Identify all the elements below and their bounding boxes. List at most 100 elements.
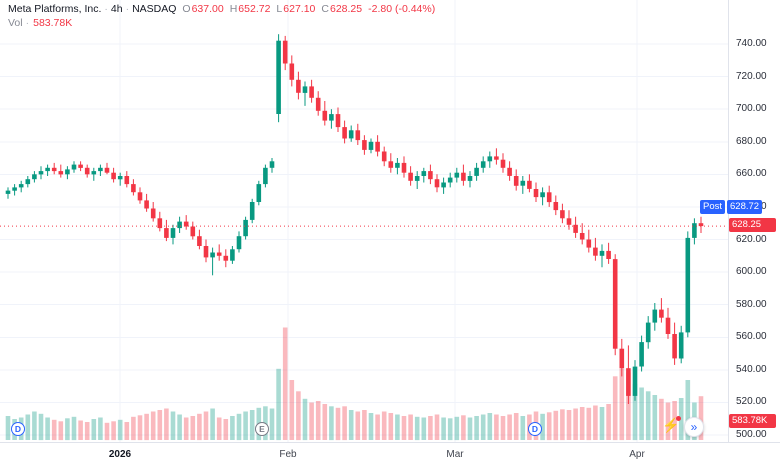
candle-body[interactable] (309, 86, 314, 98)
candle-body[interactable] (447, 177, 453, 183)
candlestick-chart[interactable] (0, 0, 728, 442)
candle-body[interactable] (32, 174, 37, 180)
candle-body[interactable] (243, 219, 248, 237)
candle-body[interactable] (183, 221, 189, 227)
candle-body[interactable] (494, 156, 499, 160)
candle-body[interactable] (131, 184, 136, 193)
candle-body[interactable] (276, 40, 281, 115)
candle-body[interactable] (150, 208, 156, 219)
candle-body[interactable] (170, 228, 176, 238)
candle-body[interactable] (38, 171, 44, 175)
time-axis[interactable]: 2026 Feb Mar Apr (0, 442, 780, 470)
candle-body[interactable] (507, 167, 512, 176)
candle-body[interactable] (467, 176, 473, 181)
candle-body[interactable] (606, 250, 611, 259)
candle-body[interactable] (566, 218, 572, 225)
candle-body[interactable] (18, 184, 24, 188)
candle-body[interactable] (58, 171, 64, 175)
candle-body[interactable] (645, 322, 651, 343)
candle-body[interactable] (513, 176, 519, 186)
candle-body[interactable] (560, 210, 565, 219)
candle-body[interactable] (157, 218, 163, 229)
candle-body[interactable] (282, 40, 288, 64)
event-marker-d[interactable]: D (528, 422, 542, 436)
candle-body[interactable] (626, 368, 631, 396)
candle-body[interactable] (659, 309, 664, 318)
candle-body[interactable] (375, 141, 380, 152)
candle-body[interactable] (348, 130, 354, 139)
candle-body[interactable] (177, 221, 182, 229)
event-marker-e[interactable]: E (255, 422, 269, 436)
candle-body[interactable] (12, 187, 17, 191)
candle-body[interactable] (388, 161, 394, 168)
candle-body[interactable] (51, 167, 57, 172)
candle-body[interactable] (599, 250, 605, 256)
candle-body[interactable] (533, 189, 539, 198)
candle-body[interactable] (414, 176, 420, 181)
event-marker-d[interactable]: D (11, 422, 25, 436)
candle-body[interactable] (619, 348, 625, 369)
symbol-name[interactable]: Meta Platforms, Inc. (8, 3, 102, 15)
candle-body[interactable] (441, 182, 446, 188)
candle-body[interactable] (25, 179, 31, 185)
candle-body[interactable] (315, 97, 321, 111)
candle-body[interactable] (421, 171, 427, 176)
candle-body[interactable] (98, 167, 103, 172)
interval-label[interactable]: 4h (110, 3, 123, 15)
candle-body[interactable] (71, 164, 77, 170)
candle-body[interactable] (230, 249, 235, 261)
candle-body[interactable] (249, 202, 255, 220)
candle-body[interactable] (190, 226, 196, 237)
candle-body[interactable] (408, 172, 413, 181)
candle-body[interactable] (335, 114, 341, 128)
candle-body[interactable] (454, 172, 460, 178)
candle-body[interactable] (593, 247, 598, 256)
candle-body[interactable] (639, 342, 644, 367)
candle-body[interactable] (104, 167, 110, 173)
candle-body[interactable] (553, 202, 559, 211)
candle-body[interactable] (355, 130, 361, 141)
candle-body[interactable] (678, 332, 684, 359)
candle-body[interactable] (500, 159, 506, 168)
candle-body[interactable] (322, 110, 328, 121)
candle-body[interactable] (474, 167, 479, 176)
candle-body[interactable] (665, 317, 671, 334)
candle-body[interactable] (692, 223, 697, 238)
candle-body[interactable] (78, 164, 83, 168)
candle-body[interactable] (210, 252, 215, 258)
candle-body[interactable] (520, 180, 526, 186)
exchange-label[interactable]: NASDAQ (132, 3, 177, 15)
candle-body[interactable] (546, 192, 552, 203)
candle-body[interactable] (256, 184, 262, 202)
candle-body[interactable] (91, 171, 97, 175)
candle-body[interactable] (296, 79, 301, 93)
candle-body[interactable] (685, 237, 691, 333)
candle-body[interactable] (381, 151, 387, 162)
candle-body[interactable] (144, 200, 149, 209)
candle-body[interactable] (586, 239, 592, 248)
candle-body[interactable] (329, 114, 334, 121)
candle-body[interactable] (461, 172, 466, 181)
candle-body[interactable] (342, 127, 347, 139)
candle-body[interactable] (203, 246, 209, 258)
candle-body[interactable] (5, 190, 11, 194)
candle-body[interactable] (632, 366, 638, 396)
candle-body[interactable] (223, 255, 229, 261)
candle-body[interactable] (124, 176, 130, 185)
candle-body[interactable] (672, 334, 677, 359)
go-to-realtime-button[interactable]: » (684, 417, 704, 437)
candle-body[interactable] (302, 86, 308, 93)
candle-body[interactable] (480, 161, 486, 168)
candle-body[interactable] (698, 223, 704, 227)
candle-body[interactable] (197, 236, 202, 246)
candle-body[interactable] (164, 228, 169, 238)
candle-body[interactable] (487, 156, 493, 162)
candle-body[interactable] (428, 171, 433, 180)
candle-body[interactable] (289, 63, 295, 80)
candle-body[interactable] (216, 252, 222, 256)
candle-body[interactable] (236, 236, 242, 250)
candle-body[interactable] (540, 192, 545, 198)
candle-body[interactable] (527, 180, 532, 189)
candle-body[interactable] (263, 167, 268, 185)
candle-body[interactable] (573, 224, 578, 233)
